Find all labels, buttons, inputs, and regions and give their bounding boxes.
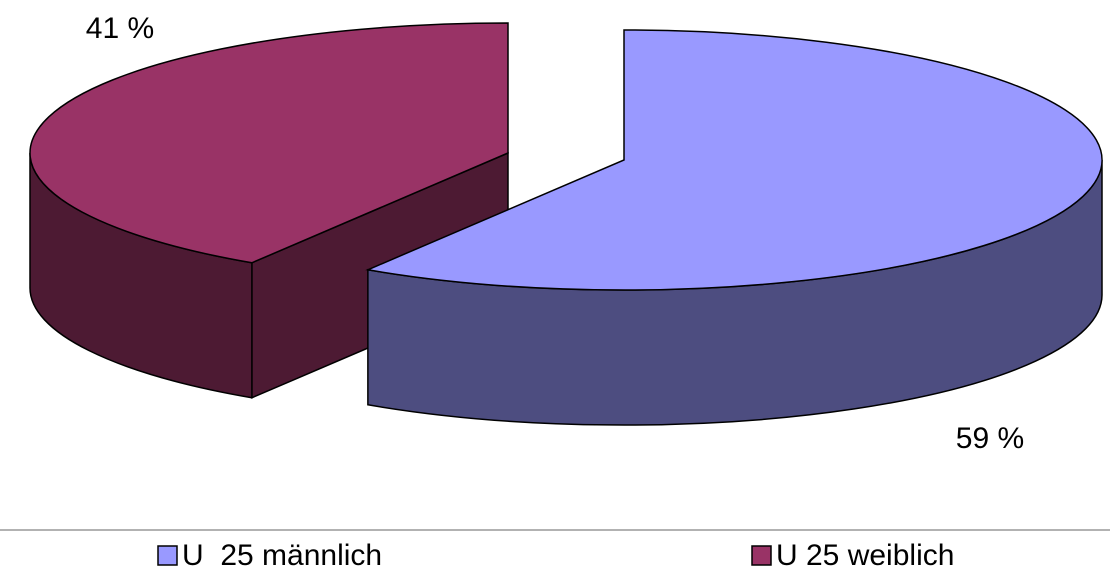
- value-label: 41 %: [86, 12, 154, 45]
- slice-top: [29, 22, 509, 264]
- legend-swatch: [157, 545, 178, 566]
- slice-top: [365, 29, 1103, 291]
- value-label: 59 %: [956, 422, 1024, 455]
- legend-label: U 25 männlich: [182, 539, 382, 572]
- legend-label: U 25 weiblich: [776, 539, 954, 572]
- legend-swatch: [751, 545, 772, 566]
